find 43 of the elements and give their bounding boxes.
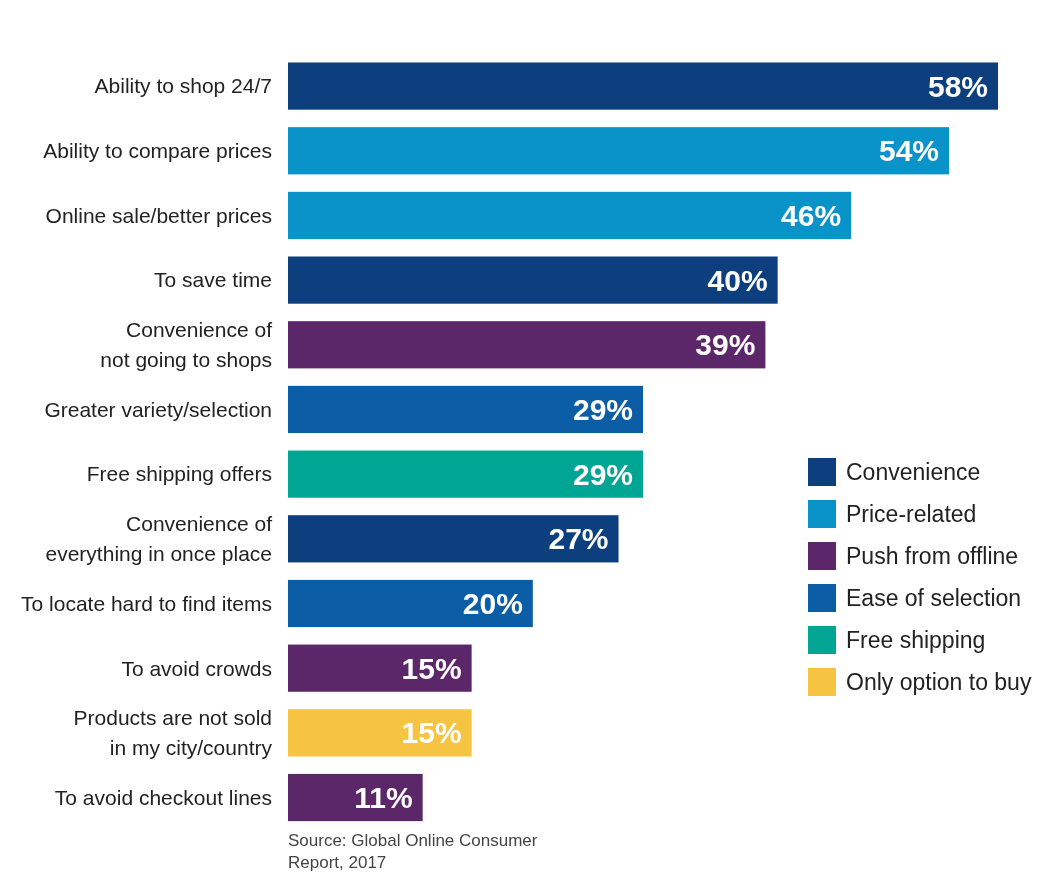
- bar: [288, 62, 998, 110]
- data-label: 40%: [707, 263, 768, 297]
- data-label: 15%: [401, 651, 462, 685]
- bar: [288, 321, 766, 369]
- data-label: 15%: [401, 716, 462, 750]
- bar: [288, 644, 472, 692]
- y-tick-label: To save time: [154, 268, 272, 292]
- y-tick-label: Convenience of everything in once place: [45, 512, 273, 566]
- data-label: 11%: [354, 781, 413, 815]
- data-label: 20%: [462, 586, 523, 620]
- y-tick-label: To locate hard to find items: [21, 591, 272, 615]
- data-label: 29%: [572, 392, 633, 426]
- data-label: 54%: [878, 134, 940, 168]
- y-tick-label: Online sale/better prices: [45, 203, 272, 227]
- data-label: 46%: [781, 198, 842, 232]
- bar: [288, 450, 643, 498]
- legend-label: Free shipping: [846, 627, 986, 654]
- data-label: 39%: [695, 328, 756, 362]
- data-label: 27%: [548, 522, 609, 556]
- legend-label: Convenience: [846, 459, 981, 486]
- legend-label: Ease of selection: [846, 585, 1022, 612]
- y-tick-label: Free shipping offers: [86, 462, 272, 486]
- data-label: 29%: [572, 457, 633, 491]
- bar: [288, 256, 778, 304]
- y-tick-label: To avoid checkout lines: [54, 785, 272, 809]
- bar: [288, 127, 950, 175]
- bar: [288, 709, 472, 757]
- bar: [288, 385, 643, 434]
- data-label: 58%: [927, 69, 988, 103]
- y-tick-label: Ability to compare prices: [43, 139, 272, 163]
- y-tick-label: Ability to shop 24/7: [94, 74, 272, 98]
- y-tick-label: Greater variety/selection: [44, 397, 272, 421]
- legend-label: Push from offline: [846, 543, 1019, 570]
- legend-label: Price-related: [846, 501, 977, 528]
- y-tick-label: To avoid crowds: [121, 656, 272, 680]
- y-tick-label: Convenience of not going to shops: [100, 318, 273, 372]
- source-note: Source: Global Online Consumer Report, 2017: [288, 830, 538, 872]
- bar: [288, 515, 619, 563]
- y-tick-label: Products are not sold in my city/country: [73, 706, 273, 760]
- legend-label: Only option to buy: [846, 669, 1032, 696]
- bar: [288, 773, 423, 822]
- bar: [288, 579, 533, 628]
- bar: [288, 191, 852, 240]
